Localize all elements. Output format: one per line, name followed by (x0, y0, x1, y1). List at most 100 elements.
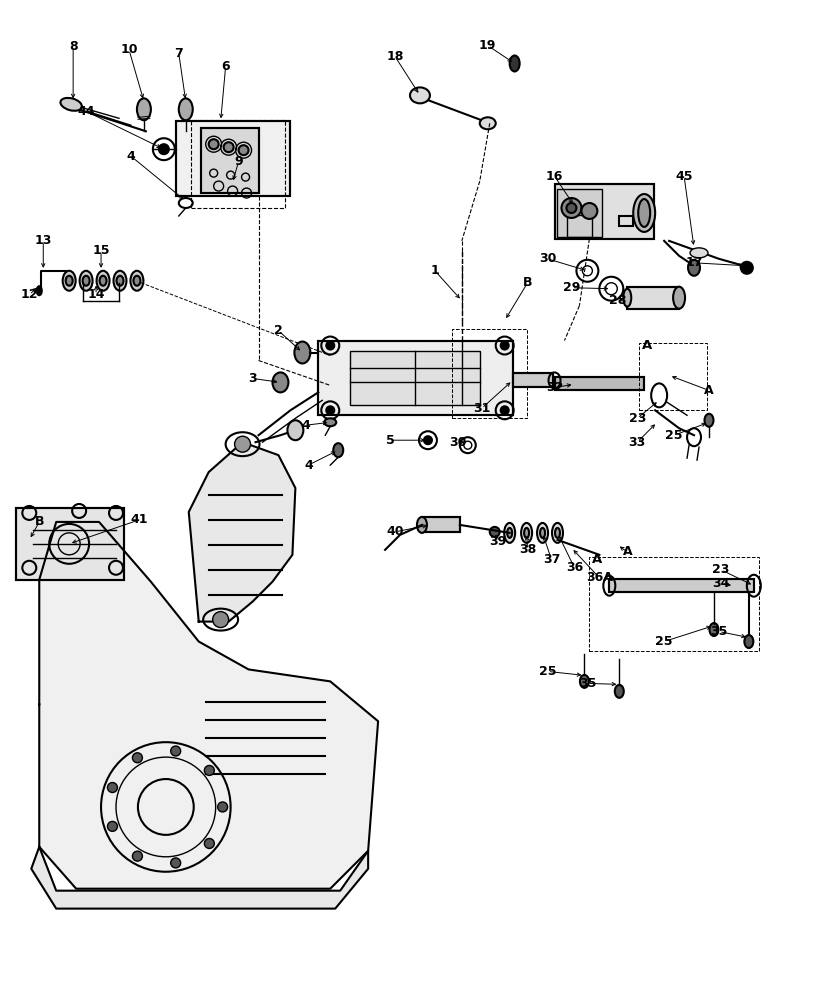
Circle shape (133, 753, 143, 763)
Ellipse shape (179, 98, 192, 120)
Text: 1: 1 (430, 264, 439, 277)
Text: 12: 12 (20, 288, 38, 301)
Circle shape (159, 144, 169, 154)
Text: 10: 10 (120, 43, 138, 56)
Circle shape (204, 838, 214, 848)
Ellipse shape (113, 271, 126, 291)
Bar (609, 579, 753, 592)
Bar (627, 287, 678, 309)
Ellipse shape (523, 528, 528, 538)
Polygon shape (39, 522, 378, 889)
Text: 30: 30 (538, 252, 555, 265)
Text: 25: 25 (654, 635, 672, 648)
Ellipse shape (579, 675, 588, 688)
Ellipse shape (489, 527, 499, 537)
Bar (175, 121, 290, 196)
Ellipse shape (690, 248, 707, 258)
Text: 36: 36 (565, 561, 582, 574)
Ellipse shape (744, 635, 753, 648)
Text: 29: 29 (562, 281, 579, 294)
Text: 39: 39 (488, 535, 505, 548)
Text: 14: 14 (87, 288, 105, 301)
Bar (618, 216, 632, 226)
Circle shape (561, 198, 581, 218)
Text: 32: 32 (545, 381, 563, 394)
Circle shape (217, 802, 228, 812)
Circle shape (581, 203, 596, 219)
Circle shape (326, 342, 334, 350)
Text: 25: 25 (664, 429, 682, 442)
Bar (422, 517, 459, 532)
Ellipse shape (708, 623, 717, 636)
Text: 15: 15 (93, 244, 110, 257)
Ellipse shape (504, 523, 514, 543)
Ellipse shape (506, 528, 512, 538)
Polygon shape (31, 847, 368, 909)
Bar (554, 184, 654, 239)
Ellipse shape (66, 276, 73, 286)
Ellipse shape (614, 685, 623, 698)
Ellipse shape (130, 271, 143, 291)
Text: 44: 44 (77, 105, 95, 118)
Ellipse shape (99, 276, 106, 286)
Text: 23: 23 (712, 563, 729, 576)
Ellipse shape (97, 271, 110, 291)
Text: 31: 31 (473, 402, 490, 415)
Text: 36A: 36A (586, 571, 612, 584)
Circle shape (107, 821, 117, 831)
Text: 38: 38 (518, 543, 536, 556)
Ellipse shape (79, 271, 93, 291)
Text: B: B (34, 515, 44, 528)
Ellipse shape (324, 418, 336, 426)
Circle shape (170, 746, 180, 756)
Bar (191, 120, 285, 208)
Ellipse shape (622, 289, 631, 307)
Bar (639, 343, 706, 410)
Bar (16, 508, 124, 580)
Circle shape (234, 436, 251, 452)
Text: 30: 30 (449, 436, 466, 449)
Bar (512, 373, 552, 387)
Text: 45: 45 (675, 170, 692, 183)
Ellipse shape (536, 523, 547, 543)
Text: A: A (641, 339, 652, 352)
Text: 8: 8 (69, 40, 77, 53)
Text: 34: 34 (712, 577, 729, 590)
Ellipse shape (632, 194, 654, 232)
Circle shape (212, 612, 229, 628)
Text: A: A (622, 545, 631, 558)
Circle shape (500, 342, 508, 350)
Bar (16, 508, 124, 580)
Ellipse shape (287, 420, 303, 440)
Circle shape (423, 436, 432, 444)
Ellipse shape (333, 443, 343, 457)
Circle shape (238, 145, 248, 155)
Bar (609, 579, 753, 592)
Text: 4: 4 (301, 419, 310, 432)
Text: 23: 23 (628, 412, 645, 425)
Text: 35: 35 (578, 677, 595, 690)
Polygon shape (188, 442, 295, 622)
Text: 41: 41 (130, 513, 147, 526)
Ellipse shape (637, 199, 649, 227)
Ellipse shape (137, 98, 151, 120)
Ellipse shape (62, 271, 75, 291)
Ellipse shape (133, 276, 140, 286)
Text: 40: 40 (386, 525, 403, 538)
Ellipse shape (551, 523, 563, 543)
Bar (554, 377, 644, 390)
Text: 25: 25 (538, 665, 555, 678)
Text: 4: 4 (304, 459, 312, 472)
Circle shape (133, 851, 143, 861)
Bar (422, 517, 459, 532)
Circle shape (500, 406, 508, 414)
Bar (627, 287, 678, 309)
Circle shape (208, 139, 219, 149)
Circle shape (740, 262, 752, 274)
Ellipse shape (479, 117, 495, 129)
Text: 13: 13 (34, 234, 52, 247)
Bar (567, 215, 591, 237)
Text: 35: 35 (709, 625, 726, 638)
Ellipse shape (272, 372, 288, 392)
Ellipse shape (672, 287, 684, 309)
